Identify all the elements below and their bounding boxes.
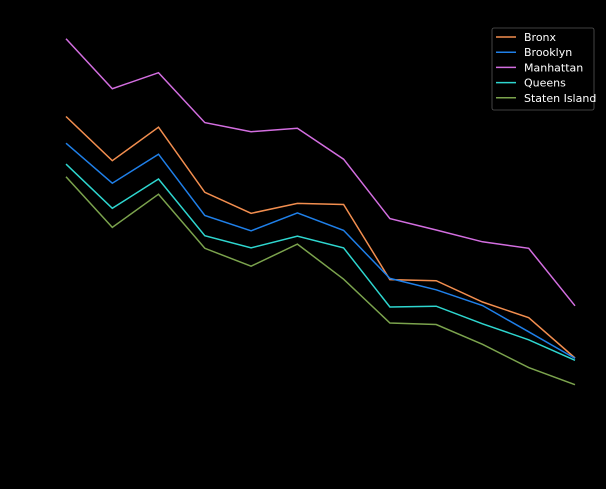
legend-label-queens: Queens bbox=[524, 77, 566, 90]
series-line-manhattan bbox=[65, 38, 576, 307]
legend-label-staten-island: Staten Island bbox=[524, 92, 596, 105]
legend-label-manhattan: Manhattan bbox=[524, 61, 583, 74]
series-lines bbox=[65, 38, 576, 386]
series-line-bronx bbox=[65, 115, 576, 359]
legend-box bbox=[491, 27, 595, 111]
series-line-brooklyn bbox=[65, 142, 576, 360]
legend-label-brooklyn: Brooklyn bbox=[524, 46, 572, 59]
series-line-queens bbox=[65, 163, 576, 361]
legend-label-bronx: Bronx bbox=[524, 31, 557, 44]
series-line-staten-island bbox=[65, 176, 576, 386]
legend: Bronx Brooklyn Manhattan Queens Staten Islan… bbox=[491, 27, 596, 111]
